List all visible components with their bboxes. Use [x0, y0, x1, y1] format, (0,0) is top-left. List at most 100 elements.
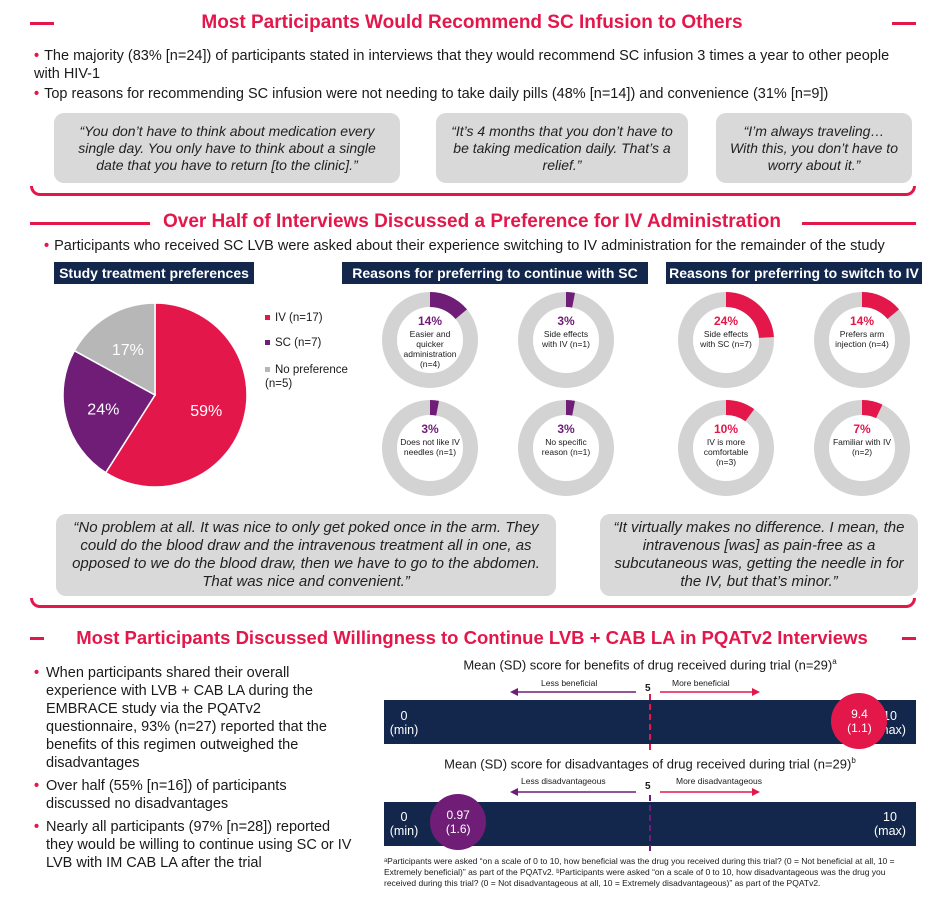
disadvantage-min-value: 0: [400, 810, 408, 824]
donut-iv-3-ring: [678, 400, 774, 496]
section3-bullet-3-text: Nearly all participants (97% [n=28]) rep…: [46, 819, 352, 871]
disadvantage-score-marker: 0.97 (1.6): [430, 794, 487, 850]
donut-reason: Prefers arm injection (n=4): [835, 329, 889, 349]
donut-percent: 14%: [417, 314, 443, 328]
donut-reason: IV is more comfortable (n=3): [703, 437, 749, 467]
section2-right-rule: [802, 222, 916, 225]
disadvantage-right-arrow-label: More disadvantageous: [676, 776, 763, 786]
donut-sc-1-label: 14% Easier and quicker administration (n=…: [385, 314, 475, 369]
disadvantage-midpoint-label: 5: [645, 781, 651, 792]
bullet-dot: •: [34, 665, 40, 681]
bullet-dot: •: [34, 86, 40, 102]
disadvantage-max: 10 (max): [872, 810, 908, 838]
section1-left-rule: [30, 22, 54, 25]
benefit-caption-sup: a: [832, 657, 837, 666]
header-study-preferences: Study treatment preferences: [54, 262, 254, 284]
benefit-score-marker: 9.4 (1.1): [831, 693, 888, 749]
donut-iv-1-label: 24% Side effects with SC (n=7): [681, 314, 771, 349]
quote-no-difference: “It virtually makes no difference. I mea…: [600, 514, 918, 596]
benefit-scale-caption: Mean (SD) score for benefits of drug rec…: [384, 657, 916, 672]
legend-iv: IV (n=17): [265, 311, 323, 325]
section3-bullets: • When participants shared their overall …: [34, 664, 354, 877]
donut-reason: Side effects with IV (n=1): [542, 329, 590, 349]
section3-title: Most Participants Discussed Willingness …: [76, 627, 868, 648]
quote-four-months: “It’s 4 months that you don’t have to be…: [436, 113, 688, 183]
section1-bullet-1-text: The majority (83% [n=24]) of participant…: [34, 48, 890, 82]
donut-segment: [430, 400, 439, 416]
disadvantage-midpoint-line: [649, 795, 651, 851]
disadvantage-min-label: (min): [389, 824, 419, 838]
benefit-sd: (1.1): [847, 721, 872, 735]
quote-single-date: “You don’t have to think about medicatio…: [54, 113, 400, 183]
section2-bracket: [30, 598, 916, 608]
legend-iv-label: IV (n=17): [275, 312, 323, 324]
donut-percent: 3%: [421, 422, 439, 436]
section2-bullet-1-text: Participants who received SC LVB were as…: [54, 238, 885, 254]
section1-right-rule: [892, 22, 916, 25]
disadvantage-sd: (1.6): [445, 822, 471, 836]
donut-iv-4-ring: [814, 400, 910, 496]
section3-bullet-2: • Over half (55% [n=16]) of participants …: [34, 777, 354, 813]
legend-swatch-iv: [265, 315, 270, 321]
bullet-dot: •: [44, 238, 50, 254]
donut-sc-2-ring: [518, 292, 614, 388]
section2-left-rule: [30, 222, 150, 225]
disadvantage-scale-caption: Mean (SD) score for disadvantages of dru…: [384, 756, 916, 771]
donut-iv-2-ring: [814, 292, 910, 388]
donut-segment: [862, 400, 883, 419]
legend-sc-label: SC (n=7): [275, 337, 322, 349]
benefit-min-value: 0: [400, 709, 408, 723]
quote-poked-once: “No problem at all. It was nice to only …: [56, 514, 556, 596]
section1-bullet-2-text: Top reasons for recommending SC infusion…: [44, 86, 829, 102]
preference-pie-chart: 59% 24% 17%: [62, 302, 248, 488]
pie-slice-iv: [104, 302, 248, 488]
footnote: ᵃParticipants were asked “on a scale of …: [384, 856, 895, 888]
donut-percent: 3%: [557, 314, 575, 328]
donut-reason: Familiar with IV (n=2): [832, 437, 892, 457]
donut-sc-1-ring: [382, 292, 478, 388]
donut-sc-4-ring: [518, 400, 614, 496]
benefit-min-label: (min): [389, 723, 419, 737]
benefit-arrows: [510, 688, 760, 696]
disadvantage-min: 0 (min): [386, 810, 422, 838]
bullet-dot: •: [34, 819, 40, 835]
benefit-min: 0 (min): [386, 709, 422, 737]
header-reasons-iv: Reasons for preferring to switch to IV: [666, 262, 922, 284]
section1-bullet-2: • Top reasons for recommending SC infusio…: [34, 85, 914, 103]
benefit-right-arrow-label: More beneficial: [672, 678, 730, 688]
donut-reason: Easier and quicker administration (n=4): [403, 329, 457, 369]
section3-bullet-1-text: When participants shared their overall e…: [46, 665, 327, 771]
donut-sc-2-label: 3% Side effects with IV (n=1): [521, 314, 611, 349]
bullet-dot: •: [34, 778, 40, 794]
legend-none-label: No preference (n=5): [265, 364, 348, 390]
donut-percent: 3%: [557, 422, 575, 436]
donut-iv-4-label: 7% Familiar with IV (n=2): [817, 422, 907, 457]
benefit-midpoint-label: 5: [645, 683, 651, 694]
legend-swatch-sc: [265, 340, 270, 346]
section3-bullet-1: • When participants shared their overall …: [34, 664, 354, 772]
section2-title: Over Half of Interviews Discussed a Pref…: [162, 211, 782, 232]
header-reasons-sc: Reasons for preferring to continue with …: [342, 262, 648, 284]
pie-slice-none: [73, 302, 156, 397]
section1-bullet-1: • The majority (83% [n=24]) of participan…: [34, 47, 914, 83]
donut-reason: Side effects with SC (n=7): [700, 329, 752, 349]
donut-sc-3-ring: [382, 400, 478, 496]
donut-percent: 24%: [713, 314, 739, 328]
benefit-left-arrow-label: Less beneficial: [541, 678, 598, 688]
quote-traveling: “I’m always traveling… With this, you do…: [716, 113, 912, 183]
section1-title: Most Participants Would Recommend SC Inf…: [201, 12, 743, 33]
pie-slice-sc: [62, 349, 157, 474]
legend-swatch-none: [265, 367, 270, 373]
donut-segment: [726, 292, 774, 338]
disadvantage-max-value: 10: [883, 810, 897, 824]
donut-segment: [862, 292, 899, 319]
pie-slice-sc-label: 24%: [87, 401, 119, 418]
donut-iv-3-label: 10% IV is more comfortable (n=3): [681, 422, 771, 467]
donut-sc-4-label: 3% No specific reason (n=1): [521, 422, 611, 457]
donut-segment: [726, 400, 755, 422]
section3-right-rule: [902, 637, 916, 640]
donut-segment: [566, 292, 575, 308]
pie-slice-none-label: 17%: [112, 342, 144, 359]
benefit-midpoint-line: [649, 694, 651, 750]
disadvantage-caption-text: Mean (SD) score for disadvantages of dru…: [444, 756, 852, 772]
